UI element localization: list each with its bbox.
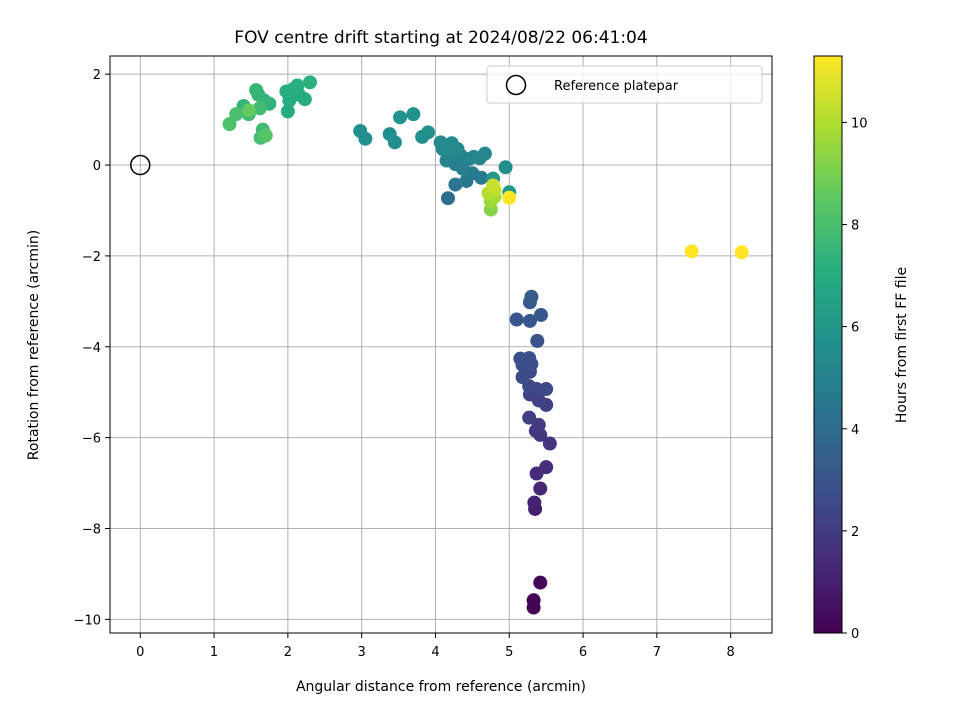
legend: Reference platepar [486,65,763,104]
data-point [229,107,244,122]
data-point [421,125,436,140]
data-point [530,333,545,348]
scatter-points [130,75,749,615]
y-tick-label: −2 [82,250,101,265]
axes: 0 1 2 3 4 5 6 7 8 −10 −8 −6 −4 −2 0 2 [74,68,735,660]
data-point [406,107,421,122]
data-point [522,351,537,366]
x-tick-label: 7 [653,645,661,660]
data-point [533,575,548,590]
data-point [353,123,368,138]
data-point [466,149,481,164]
data-point [502,190,517,205]
data-point [486,178,501,193]
colorbar-frame [813,55,843,634]
colorbar: Hours from first FF file 0 2 4 6 8 10 [813,55,910,642]
legend-marker [505,74,527,96]
y-tick-label: −4 [82,341,101,356]
x-tick-label: 4 [431,645,439,660]
data-point [441,191,456,206]
x-tick-label: 2 [284,645,292,660]
data-point [477,146,492,161]
data-point [522,313,537,328]
y-tick-label: 0 [93,159,101,174]
y-tick-label: 2 [93,68,101,83]
data-point [539,382,554,397]
data-point [524,289,539,304]
colorbar-tick-label: 8 [851,219,859,234]
data-point [290,78,305,93]
colorbar-gradient [814,56,842,633]
data-point [684,244,699,259]
data-point [531,417,546,432]
grid-lines [110,56,772,633]
x-tick-label: 1 [210,645,218,660]
y-tick-label: −6 [82,432,101,447]
colorbar-tick-label: 10 [851,116,868,131]
data-point [542,436,557,451]
x-tick-label: 8 [727,645,735,660]
y-tick-label: −8 [82,523,101,538]
colorbar-label: Hours from first FF file [894,267,910,423]
data-point [509,312,524,327]
x-tick-label: 0 [136,645,144,660]
y-tick-label: −10 [74,613,101,628]
data-point [241,103,256,118]
data-point [433,135,448,150]
data-point [249,83,264,98]
x-tick-label: 6 [579,645,587,660]
x-tick-label: 3 [358,645,366,660]
data-point [448,177,463,192]
colorbar-tick-label: 0 [851,627,859,642]
data-point [522,410,537,425]
colorbar-tick-label: 2 [851,525,859,540]
x-tick-label: 5 [505,645,513,660]
legend-box [486,65,763,104]
data-point [533,481,548,496]
data-point [498,160,513,175]
data-point [393,110,408,125]
data-point [734,245,749,260]
data-point [252,101,267,116]
plot-frame [109,55,773,634]
data-point [258,128,273,143]
reference-point [130,154,151,176]
data-point [526,593,541,608]
data-point [444,136,459,151]
x-axis-label: Angular distance from reference (arcmin) [296,679,586,695]
data-point [222,117,237,132]
legend-entry: Reference platepar [554,79,679,94]
colorbar-tick-label: 4 [851,423,859,438]
chart-title: FOV centre drift starting at 2024/08/22 … [234,28,647,48]
data-point [539,460,554,475]
data-point [527,495,542,510]
data-point [280,104,295,119]
y-axis-label: Rotation from reference (arcmin) [26,230,42,460]
data-point [534,307,549,322]
colorbar-tick-label: 6 [851,321,859,336]
data-point [382,127,397,142]
data-point [303,75,318,90]
